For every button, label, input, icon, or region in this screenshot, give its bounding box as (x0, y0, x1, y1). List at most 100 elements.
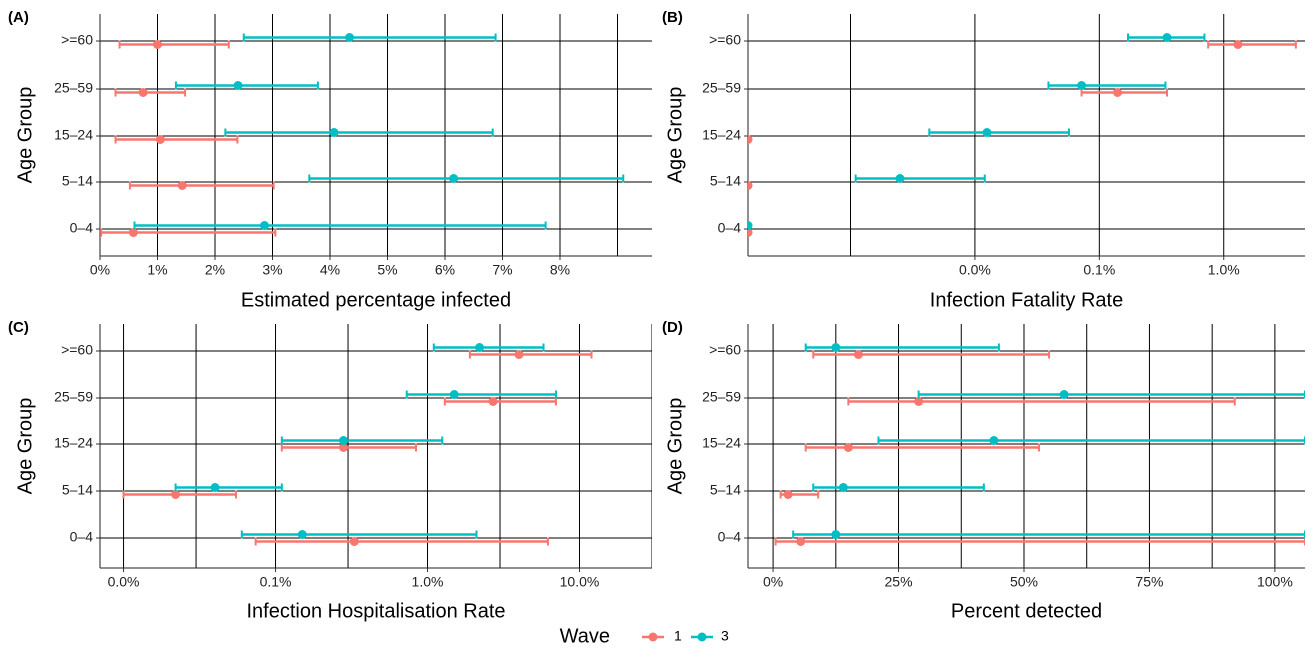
legend-item-1: 1 (642, 628, 682, 644)
gridlines (748, 14, 1305, 256)
panel-tag: (A) (8, 9, 29, 26)
point-wave-1 (748, 228, 753, 237)
x-tick-label: 0.1% (260, 574, 292, 590)
point-wave-3 (297, 530, 307, 539)
point-wave-1 (748, 181, 753, 190)
point-wave-3 (989, 436, 999, 445)
point-wave-3 (831, 530, 841, 539)
point-wave-1 (796, 537, 806, 546)
y-tick-label: 0–4 (70, 220, 94, 236)
point-wave-1 (338, 443, 348, 452)
y-tick-label: 25–59 (702, 389, 741, 405)
point-wave-1 (349, 537, 359, 546)
x-tick-label: 0.0% (959, 262, 991, 278)
point-wave-1 (748, 135, 753, 144)
point-wave-1 (1113, 88, 1123, 97)
legend-key-dot-3 (697, 632, 707, 642)
x-axis-title: Estimated percentage infected (241, 289, 511, 311)
point-wave-3 (748, 221, 753, 230)
y-tick-label: 0–4 (70, 529, 94, 545)
gridlines (748, 324, 1305, 568)
point-wave-3 (449, 174, 459, 183)
point-wave-1 (1233, 40, 1243, 49)
y-tick-label: >=60 (61, 32, 93, 48)
y-tick-label: 25–59 (702, 80, 741, 96)
panel-tag: (D) (662, 319, 683, 336)
x-tick-label: 6% (435, 262, 455, 278)
x-tick-label: 0.0% (108, 574, 140, 590)
y-tick-label: 5–14 (710, 482, 741, 498)
point-wave-1 (153, 40, 162, 49)
data-marks (122, 343, 593, 546)
y-tick-label: 15–24 (54, 435, 93, 451)
x-tick-label: 25% (885, 574, 913, 590)
point-wave-1 (514, 350, 524, 359)
panel-c: >=60 25–59 15–24 5–14 0–4 0.0% 0.1% 1.0% 10.0% (C… (8, 319, 652, 622)
x-axis-title: Infection Hospitalisation Rate (246, 600, 505, 622)
point-wave-1 (783, 490, 793, 499)
x-tick-label: 5% (377, 262, 397, 278)
point-wave-3 (895, 174, 905, 183)
y-axis-title: Age Group (14, 87, 36, 184)
x-tick-label: 100% (1257, 574, 1293, 590)
y-tick-label: 5–14 (710, 173, 741, 189)
x-tick-label: 8% (550, 262, 570, 278)
y-tick-label: >=60 (61, 342, 93, 358)
point-wave-3 (1059, 390, 1069, 399)
x-tick-label: 1.0% (1208, 262, 1240, 278)
point-wave-3 (1162, 33, 1172, 42)
gridlines (100, 324, 652, 568)
point-wave-1 (853, 350, 863, 359)
legend-label-3: 3 (721, 628, 729, 644)
point-wave-1 (171, 490, 181, 499)
panel-d: >=60 25–59 15–24 5–14 0–4 0% 25% 50% 75% 100% (D) A… (662, 319, 1305, 622)
y-tick-label: >=60 (709, 32, 741, 48)
x-tick-label: 3% (262, 262, 282, 278)
x-tick-label: 1% (147, 262, 167, 278)
point-wave-1 (138, 88, 148, 97)
y-axis-title: Age Group (664, 398, 686, 495)
data-marks (748, 33, 1297, 237)
point-wave-1 (177, 181, 187, 190)
point-wave-1 (128, 228, 138, 237)
y-tick-label: 5–14 (62, 482, 93, 498)
y-tick-label: 15–24 (54, 127, 93, 143)
point-wave-1 (155, 135, 165, 144)
y-axis-title: Age Group (14, 398, 36, 495)
legend-item-3: 3 (691, 628, 729, 644)
point-wave-1 (488, 397, 498, 406)
point-wave-3 (345, 33, 355, 42)
panel-b: >=60 25–59 15–24 5–14 0–4 0.0% 0.1% 1.0% (B) Age … (662, 9, 1305, 311)
x-tick-label: 2% (205, 262, 225, 278)
point-wave-3 (1077, 81, 1087, 90)
y-tick-label: 15–24 (702, 127, 741, 143)
y-axis-title: Age Group (664, 87, 686, 184)
y-tick-label: 0–4 (718, 529, 742, 545)
y-tick-label: >=60 (709, 342, 741, 358)
x-tick-label: 75% (1135, 574, 1163, 590)
x-tick-label: 4% (320, 262, 340, 278)
panel-tag: (B) (662, 9, 683, 26)
y-tick-label: 25–59 (54, 389, 93, 405)
panels: >=60 25–59 15–24 5–14 0–4 0% 1% 2% 3% 4% 5% 6% 7% 8% (… (8, 9, 1305, 622)
x-tick-label: 50% (1010, 574, 1038, 590)
x-tick-label: 0.1% (1083, 262, 1115, 278)
x-tick-label: 0% (763, 574, 783, 590)
x-axis-title: Infection Fatality Rate (930, 289, 1123, 311)
point-wave-1 (914, 397, 924, 406)
point-wave-3 (831, 343, 841, 352)
legend-title: Wave (560, 625, 610, 647)
x-tick-label: 10.0% (560, 574, 600, 590)
x-axis-title: Percent detected (951, 600, 1102, 622)
data-marks (774, 343, 1305, 546)
point-wave-3 (338, 436, 348, 445)
point-wave-1 (843, 443, 853, 452)
panel-tag: (C) (8, 319, 29, 336)
panel-a: >=60 25–59 15–24 5–14 0–4 0% 1% 2% 3% 4% 5% 6% 7% 8% (… (8, 9, 652, 311)
legend-key-dot-1 (648, 632, 658, 642)
x-tick-label: 1.0% (412, 574, 444, 590)
point-wave-3 (233, 81, 243, 90)
point-wave-3 (982, 128, 992, 137)
point-wave-3 (449, 390, 459, 399)
